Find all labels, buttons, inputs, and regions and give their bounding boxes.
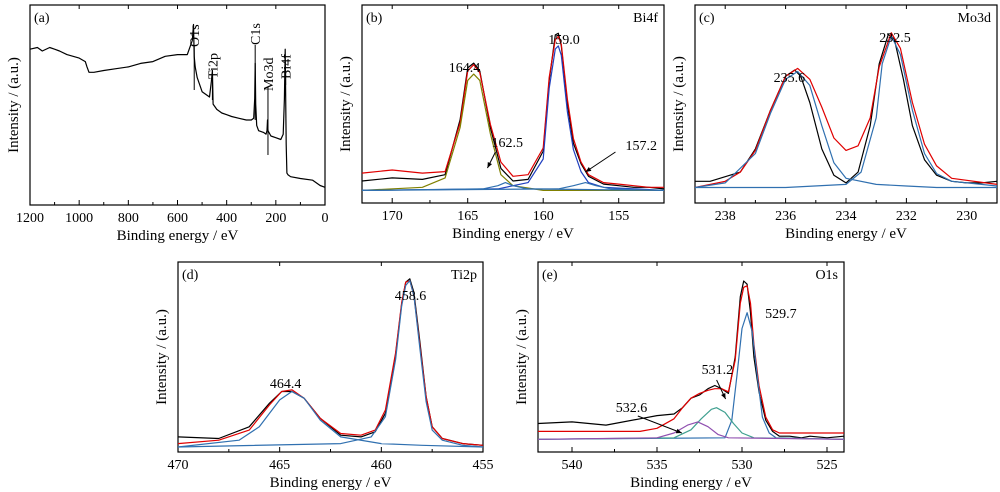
x-tick-label: 470 (168, 458, 189, 473)
x-tick-label: 0 (322, 211, 329, 226)
peak-label: 532.6 (616, 401, 648, 416)
x-tick-label: 1200 (16, 211, 44, 226)
series-line-2 (177, 390, 484, 448)
peak-label: 458.6 (395, 289, 427, 304)
x-tick-label: 800 (118, 211, 139, 226)
panel-label: (c) (699, 11, 715, 26)
peak-label: C1s (249, 23, 264, 45)
plot-frame (361, 4, 665, 204)
y-axis-label: Intensity / (a.u.) (671, 56, 687, 152)
x-axis-label: Binding energy / eV (117, 228, 239, 244)
series-line-3 (537, 407, 845, 440)
series-line-0 (695, 33, 998, 184)
x-axis-label: Binding energy / eV (270, 475, 392, 491)
y-axis-label: Intensity / (a.u.) (338, 56, 354, 152)
peak-arrow-head (487, 162, 492, 168)
peak-label: Mo3d (262, 58, 277, 91)
x-tick-label: 238 (715, 209, 736, 224)
plot-frame (694, 4, 998, 204)
peak-label: Bi4f (280, 54, 295, 79)
x-tick-label: 236 (775, 209, 796, 224)
x-tick-label: 535 (647, 458, 668, 473)
peak-arrow-head (585, 167, 592, 172)
x-tick-label: 234 (836, 209, 857, 224)
panel-label: (e) (542, 268, 558, 283)
x-tick-label: 525 (817, 458, 838, 473)
series-line-2 (694, 70, 997, 189)
peak-label: O1s (188, 24, 203, 47)
x-tick-label: 165 (457, 209, 478, 224)
chart-panel-c: 238 236 234 232 230 Binding energy / eV Intens… (671, 4, 998, 242)
series-line-2 (537, 312, 845, 440)
series-line-3 (177, 279, 484, 448)
y-axis-label: Intensity / (a.u.) (514, 309, 530, 405)
peak-arrow (637, 415, 682, 434)
x-tick-label: 155 (608, 209, 629, 224)
x-axis-label: Binding energy / eV (452, 226, 574, 242)
chart-panel-e: 540 535 530 525 Binding energy / eV Intensity… (514, 261, 845, 491)
x-tick-label: 455 (473, 458, 494, 473)
x-tick-label: 540 (562, 458, 583, 473)
chart-panel-b: 170 165 160 155 Binding energy / eV Intensity… (338, 4, 665, 242)
x-tick-label: 160 (533, 209, 554, 224)
peak-label: 529.7 (765, 307, 797, 322)
chart-panel-a: 1200 1000 800 600 400 200 0 Binding energy / eV… (6, 4, 329, 244)
panel-title: Ti2p (451, 268, 477, 283)
x-tick-label: 600 (167, 211, 188, 226)
x-tick-label: 400 (216, 211, 237, 226)
chart-panel-d: 470 465 460 455 Binding energy / eV Intensity… (154, 261, 494, 491)
series-line-0 (177, 278, 484, 446)
peak-label: 235.6 (774, 71, 806, 86)
y-axis-label: Intensity / (a.u.) (154, 309, 170, 405)
series-line-2 (361, 73, 664, 191)
x-tick-label: 1000 (65, 211, 93, 226)
panel-title: Mo3d (958, 11, 991, 26)
x-tick-label: 465 (269, 458, 290, 473)
panel-label: (b) (366, 11, 383, 26)
peak-label: 159.0 (548, 33, 580, 48)
peak-label: 464.4 (270, 377, 302, 392)
plot-frame (537, 261, 845, 453)
series-line-3 (695, 35, 998, 189)
panel-label: (d) (182, 268, 199, 283)
peak-label: 531.2 (702, 363, 734, 378)
x-tick-label: 232 (896, 209, 917, 224)
series-line-3 (361, 45, 665, 191)
peak-label: 162.5 (491, 136, 523, 151)
series-line-1 (361, 35, 664, 188)
plot-frame (177, 261, 484, 453)
panel-title: Bi4f (633, 11, 658, 26)
x-axis-label: Binding energy / eV (785, 226, 907, 242)
x-tick-label: 230 (956, 209, 977, 224)
panel-title: O1s (815, 268, 838, 283)
series-line-0 (361, 32, 665, 190)
series-line-1 (177, 279, 484, 446)
y-axis-label: Intensity / (a.u.) (6, 57, 22, 153)
series-line-1 (694, 32, 998, 189)
x-tick-label: 460 (371, 458, 392, 473)
x-tick-label: 170 (382, 209, 403, 224)
peak-arrow-head (721, 393, 726, 399)
x-tick-label: 200 (265, 211, 286, 226)
peak-arrow-head (675, 428, 682, 434)
peak-arrow (585, 151, 616, 173)
peak-label: 157.2 (625, 139, 657, 154)
series-line-0 (537, 280, 845, 439)
series-line-4 (537, 421, 845, 440)
x-tick-label: 530 (732, 458, 753, 473)
plot-frame (29, 4, 326, 206)
series-line-5 (361, 182, 665, 191)
peak-label: 164.4 (449, 61, 481, 76)
x-axis-label: Binding energy / eV (630, 475, 752, 491)
peak-label: Ti2p (206, 53, 221, 79)
peak-label: 232.5 (879, 31, 911, 46)
panel-label: (a) (34, 11, 50, 26)
series-line-1 (538, 285, 844, 434)
series-line-0 (29, 23, 326, 188)
